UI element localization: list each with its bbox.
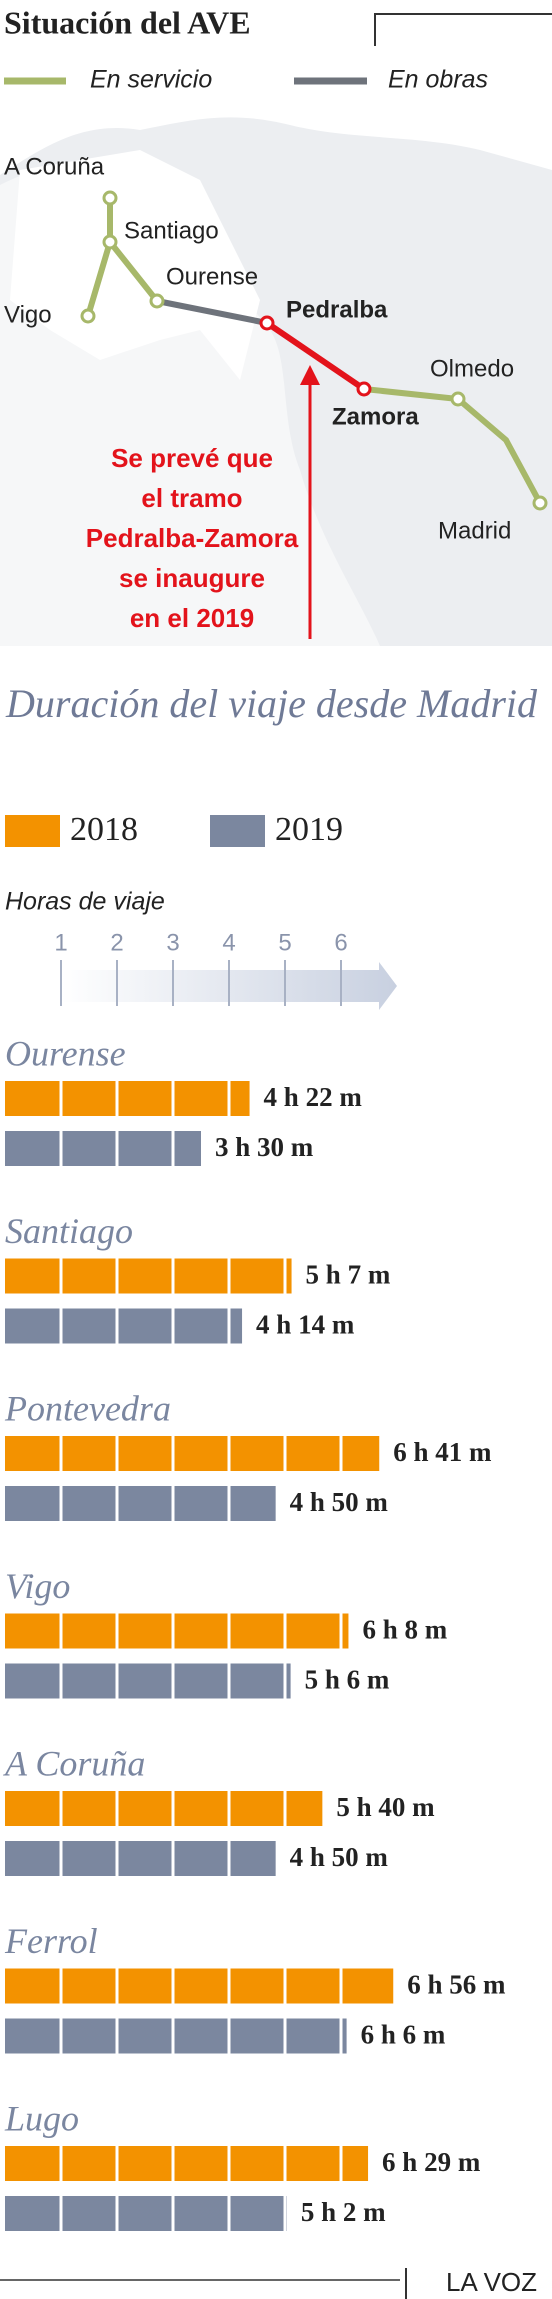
title: Situación del AVE [4, 4, 251, 40]
route-in-service [107, 239, 160, 304]
category-label: A Coruña [3, 1743, 145, 1783]
note-arrowhead [300, 365, 320, 385]
category-label: Vigo [5, 1566, 70, 1606]
station [356, 381, 372, 397]
x-tick-label: 3 [166, 929, 179, 956]
value-label: 6 h 8 m [362, 1615, 447, 1645]
bar [5, 1841, 276, 1876]
value-label: 6 h 56 m [407, 1970, 506, 2000]
station-label: A Coruña [4, 153, 105, 180]
category-label: Ferrol [4, 1921, 98, 1961]
station-label: Ourense [166, 263, 258, 290]
bar [5, 2018, 347, 2054]
x-tick-label: 4 [222, 929, 235, 956]
legend-swatch [210, 815, 265, 847]
value-label: 5 h 7 m [306, 1260, 391, 1290]
route-in-service [361, 386, 543, 506]
station [450, 391, 466, 407]
station [149, 293, 165, 309]
note-line: en el 2019 [130, 603, 254, 633]
category-label: Pontevedra [4, 1388, 171, 1428]
value-label: 6 h 29 m [382, 2147, 481, 2177]
route-pending [264, 320, 367, 392]
bar [5, 1613, 349, 1649]
bar [5, 1791, 323, 1826]
x-tick-label: 1 [54, 929, 67, 956]
station-label: Zamora [332, 403, 419, 430]
legend-label: En obras [388, 66, 488, 94]
station-label: Santiago [124, 217, 219, 244]
bar [5, 1968, 394, 2004]
legend-swatch [5, 815, 60, 847]
station [259, 315, 275, 331]
chart-title: Duración del viaje desde Madrid [6, 681, 537, 726]
note-line: el tramo [141, 483, 242, 513]
value-label: 5 h 6 m [305, 1665, 390, 1695]
station-label: Olmedo [430, 355, 514, 382]
category-label: Ourense [5, 1033, 126, 1073]
bar [5, 1486, 276, 1521]
bar [5, 1131, 201, 1166]
bar [5, 1258, 292, 1294]
value-label: 4 h 14 m [256, 1310, 355, 1340]
station-label: Pedralba [286, 296, 388, 323]
value-label: 6 h 41 m [393, 1437, 492, 1467]
axis-title: Horas de viaje [5, 888, 165, 916]
note-line: Se prevé que [111, 443, 273, 473]
station [102, 190, 118, 206]
source: LA VOZ [446, 2267, 537, 2297]
value-label: 5 h 40 m [336, 1792, 435, 1822]
x-tick-label: 5 [278, 929, 291, 956]
value-label: 5 h 2 m [301, 2197, 386, 2227]
value-label: 4 h 50 m [290, 1487, 389, 1517]
routes [85, 195, 543, 506]
note-line: Pedralba-Zamora [86, 523, 299, 553]
legend-label: En servicio [90, 66, 212, 94]
map-galicia [10, 150, 260, 380]
value-label: 4 h 22 m [264, 1082, 363, 1112]
value-label: 4 h 50 m [290, 1842, 389, 1872]
value-label: 6 h 6 m [361, 2020, 446, 2050]
note-line: se inaugure [119, 563, 265, 593]
category-label: Santiago [5, 1211, 133, 1251]
station [532, 495, 548, 511]
category-label: Lugo [4, 2098, 79, 2138]
legend-label: 2018 [70, 811, 138, 848]
x-tick-label: 6 [334, 929, 347, 956]
bar [5, 1436, 380, 1471]
bar [5, 1663, 291, 1699]
route-works [154, 298, 270, 326]
bar [5, 1081, 250, 1116]
bar [5, 1308, 243, 1344]
station [80, 308, 96, 324]
title-bracket [374, 13, 552, 46]
legend-label: 2019 [275, 811, 343, 848]
station-label: Madrid [438, 517, 511, 544]
station-label: Vigo [4, 301, 52, 328]
bar [5, 2146, 369, 2181]
x-tick-label: 2 [110, 929, 123, 956]
station [102, 234, 118, 250]
value-label: 3 h 30 m [215, 1132, 314, 1162]
bar [5, 2196, 287, 2231]
